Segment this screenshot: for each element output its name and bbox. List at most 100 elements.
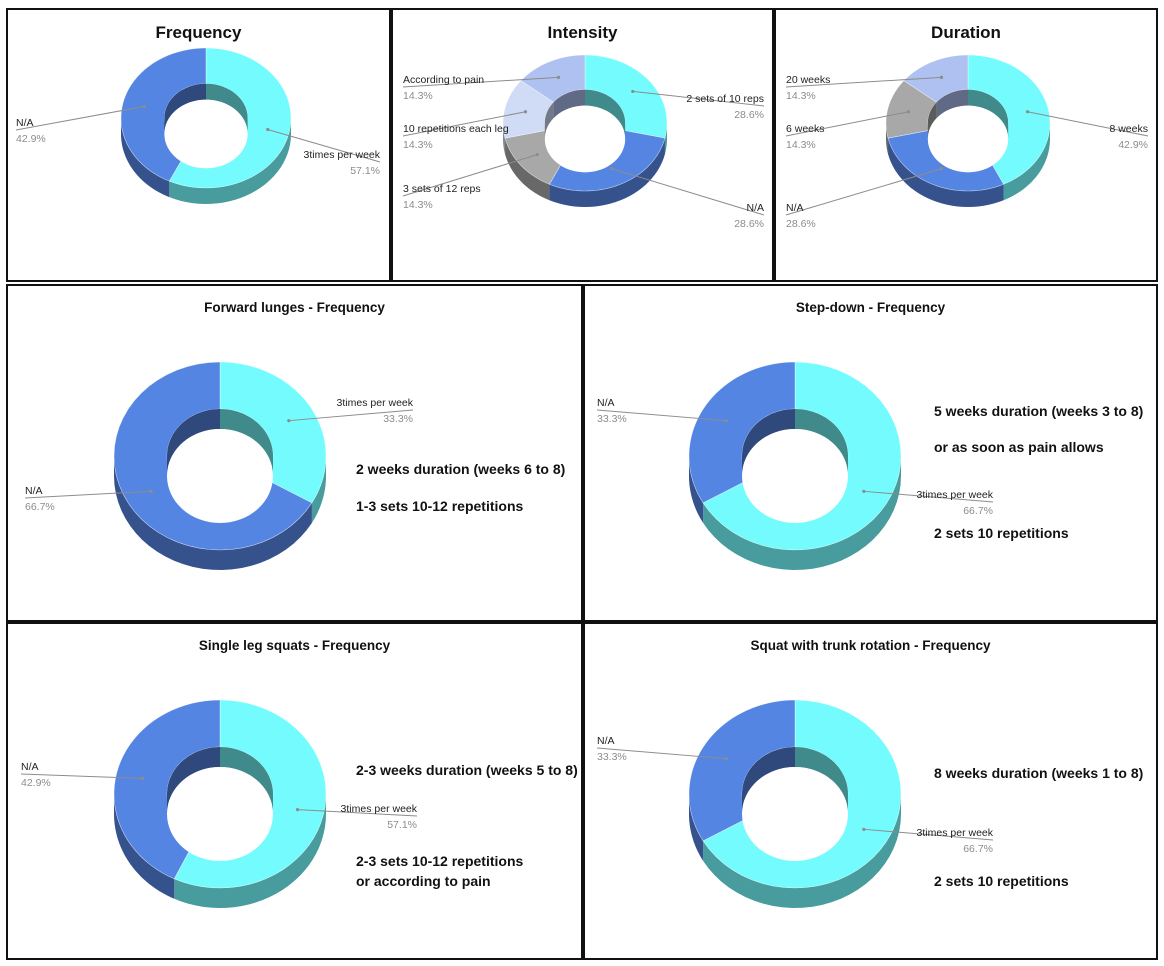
donut-side-1 xyxy=(114,794,175,899)
leader-dot xyxy=(939,167,944,171)
donut-hole-floor xyxy=(544,105,626,173)
leader-dot xyxy=(523,110,528,114)
leader-dot xyxy=(631,89,635,94)
chart-title: Squat with trunk rotation - Frequency xyxy=(750,638,991,653)
donut-inner-wall-3 xyxy=(544,102,554,139)
donut-chart-frequency: 3times per week 57.1% N/A 42.9% xyxy=(15,47,381,204)
slice-percent: 33.3% xyxy=(597,751,627,763)
leader-dot xyxy=(295,807,300,812)
leader-line xyxy=(297,809,418,817)
leader-dot xyxy=(556,75,561,79)
chart-note: 2 sets 10 repetitions xyxy=(934,525,1069,541)
chart-note: 2 sets 10 repetitions xyxy=(934,873,1069,889)
chart-panel-single-leg-squats: Single leg squats - Frequency 3times per… xyxy=(6,622,583,960)
leader-dot xyxy=(287,419,291,423)
slice-percent: 33.3% xyxy=(597,413,627,425)
donut-side-1 xyxy=(121,118,170,198)
donut-inner-wall-1 xyxy=(742,747,795,814)
chart-panel-step-down: Step-down - Frequency 3times per week 66.… xyxy=(583,284,1158,622)
donut-inner-wall-0 xyxy=(220,747,273,814)
donut-inner-wall-0 xyxy=(220,409,273,476)
slice-percent: 14.3% xyxy=(786,90,816,102)
slice-percent: 28.6% xyxy=(786,218,816,230)
chart-title: Step-down - Frequency xyxy=(795,300,946,315)
slice-percent: 14.3% xyxy=(403,139,433,151)
donut-chart-squat-trunk-rotation: 3times per week 66.7% N/A 33.3% xyxy=(596,699,994,908)
slice-label: 2 sets of 10 reps xyxy=(686,93,764,105)
donut-inner-wall-4 xyxy=(553,89,585,119)
chart-title: Single leg squats - Frequency xyxy=(198,638,391,653)
donut-hole-floor xyxy=(167,429,273,523)
donut-side-0 xyxy=(703,794,901,908)
leader-dot xyxy=(724,419,728,423)
donut-inner-wall-0 xyxy=(968,89,1009,139)
donut-side-1 xyxy=(114,456,312,570)
chart-note: or according to pain xyxy=(356,873,491,889)
slice-percent: 14.3% xyxy=(786,139,816,151)
leader-line xyxy=(632,90,765,107)
leader-line xyxy=(15,105,145,131)
slice-percent: 42.9% xyxy=(1118,139,1148,151)
slice-label: 3times per week xyxy=(337,397,414,409)
leader-line xyxy=(402,111,526,137)
chart-panel-squat-trunk-rotation: Squat with trunk rotation - Frequency 3t… xyxy=(583,622,1158,960)
donut-inner-wall-0 xyxy=(795,747,848,814)
leader-dot xyxy=(609,167,614,171)
chart-title: Frequency xyxy=(155,23,242,42)
slice-label: 3 sets of 12 reps xyxy=(403,183,481,195)
donut-side-1 xyxy=(888,138,1004,207)
donut-chart-intensity: 2 sets of 10 reps 28.6% N/A 28.6% 3 sets of … xyxy=(402,54,765,230)
chart-note: 2 weeks duration (weeks 6 to 8) xyxy=(356,461,566,477)
chart-note: 5 weeks duration (weeks 3 to 8) xyxy=(934,403,1144,419)
donut-inner-wall-3 xyxy=(936,89,968,119)
slice-percent: 57.1% xyxy=(350,165,380,177)
leader-dot xyxy=(142,104,146,109)
donut-inner-wall-0 xyxy=(795,409,848,476)
leader-dot xyxy=(1025,110,1030,114)
chart-panel-duration: Duration 8 weeks 42.9% N/A 28.6% 6 weeks 14.3… xyxy=(774,8,1158,282)
leader-dot xyxy=(862,827,866,831)
donut-chart-single-leg-squats: 3times per week 57.1% N/A 42.9% xyxy=(20,699,418,908)
slice-label: N/A xyxy=(597,397,615,409)
donut-side-0 xyxy=(174,794,326,908)
donut-side-1 xyxy=(549,138,665,207)
leader-dot xyxy=(724,757,728,761)
slice-percent: 14.3% xyxy=(403,90,433,102)
slice-percent: 28.6% xyxy=(734,218,764,230)
leader-line xyxy=(785,111,909,137)
slice-label: 20 weeks xyxy=(786,74,830,86)
slice-percent: 42.9% xyxy=(21,777,51,789)
donut-hole-floor xyxy=(742,767,848,861)
chart-title: Forward lunges - Frequency xyxy=(204,300,385,315)
chart-note: 2-3 sets 10-12 repetitions xyxy=(356,853,524,869)
leader-line xyxy=(611,168,765,216)
slice-percent: 14.3% xyxy=(403,199,433,211)
donut-inner-wall-1 xyxy=(164,83,206,134)
chart-title: Duration xyxy=(931,23,1001,42)
leader-line xyxy=(24,490,152,499)
slice-percent: 33.3% xyxy=(383,413,413,425)
donut-chart-step-down: 3times per week 66.7% N/A 33.3% xyxy=(596,361,994,570)
slice-label: N/A xyxy=(16,117,34,129)
chart-note: 1-3 sets 10-12 repetitions xyxy=(356,498,524,514)
leader-line xyxy=(863,828,994,841)
leader-dot xyxy=(862,489,866,493)
slice-label: N/A xyxy=(746,202,764,214)
leader-dot xyxy=(140,776,145,781)
slice-label: 3times per week xyxy=(917,827,994,839)
leader-line xyxy=(785,76,942,88)
leader-dot xyxy=(939,75,944,79)
donut-hole-floor xyxy=(164,99,248,169)
leader-dot xyxy=(906,110,911,114)
chart-note: 2-3 weeks duration (weeks 5 to 8) xyxy=(356,762,578,778)
slice-label: 3times per week xyxy=(341,803,418,815)
donut-hole-floor xyxy=(742,429,848,523)
donut-inner-wall-1 xyxy=(167,409,220,476)
slice-label: N/A xyxy=(25,485,43,497)
chart-title: Intensity xyxy=(547,23,618,42)
donut-inner-wall-0 xyxy=(206,83,248,134)
slice-label: 10 repetitions each leg xyxy=(403,123,509,135)
chart-panel-frequency: Frequency 3times per week 57.1% N/A 42.9% xyxy=(6,8,391,282)
leader-line xyxy=(288,409,414,422)
donut-chart-duration: 8 weeks 42.9% N/A 28.6% 6 weeks 14.3% 20 weeks… xyxy=(785,54,1149,230)
